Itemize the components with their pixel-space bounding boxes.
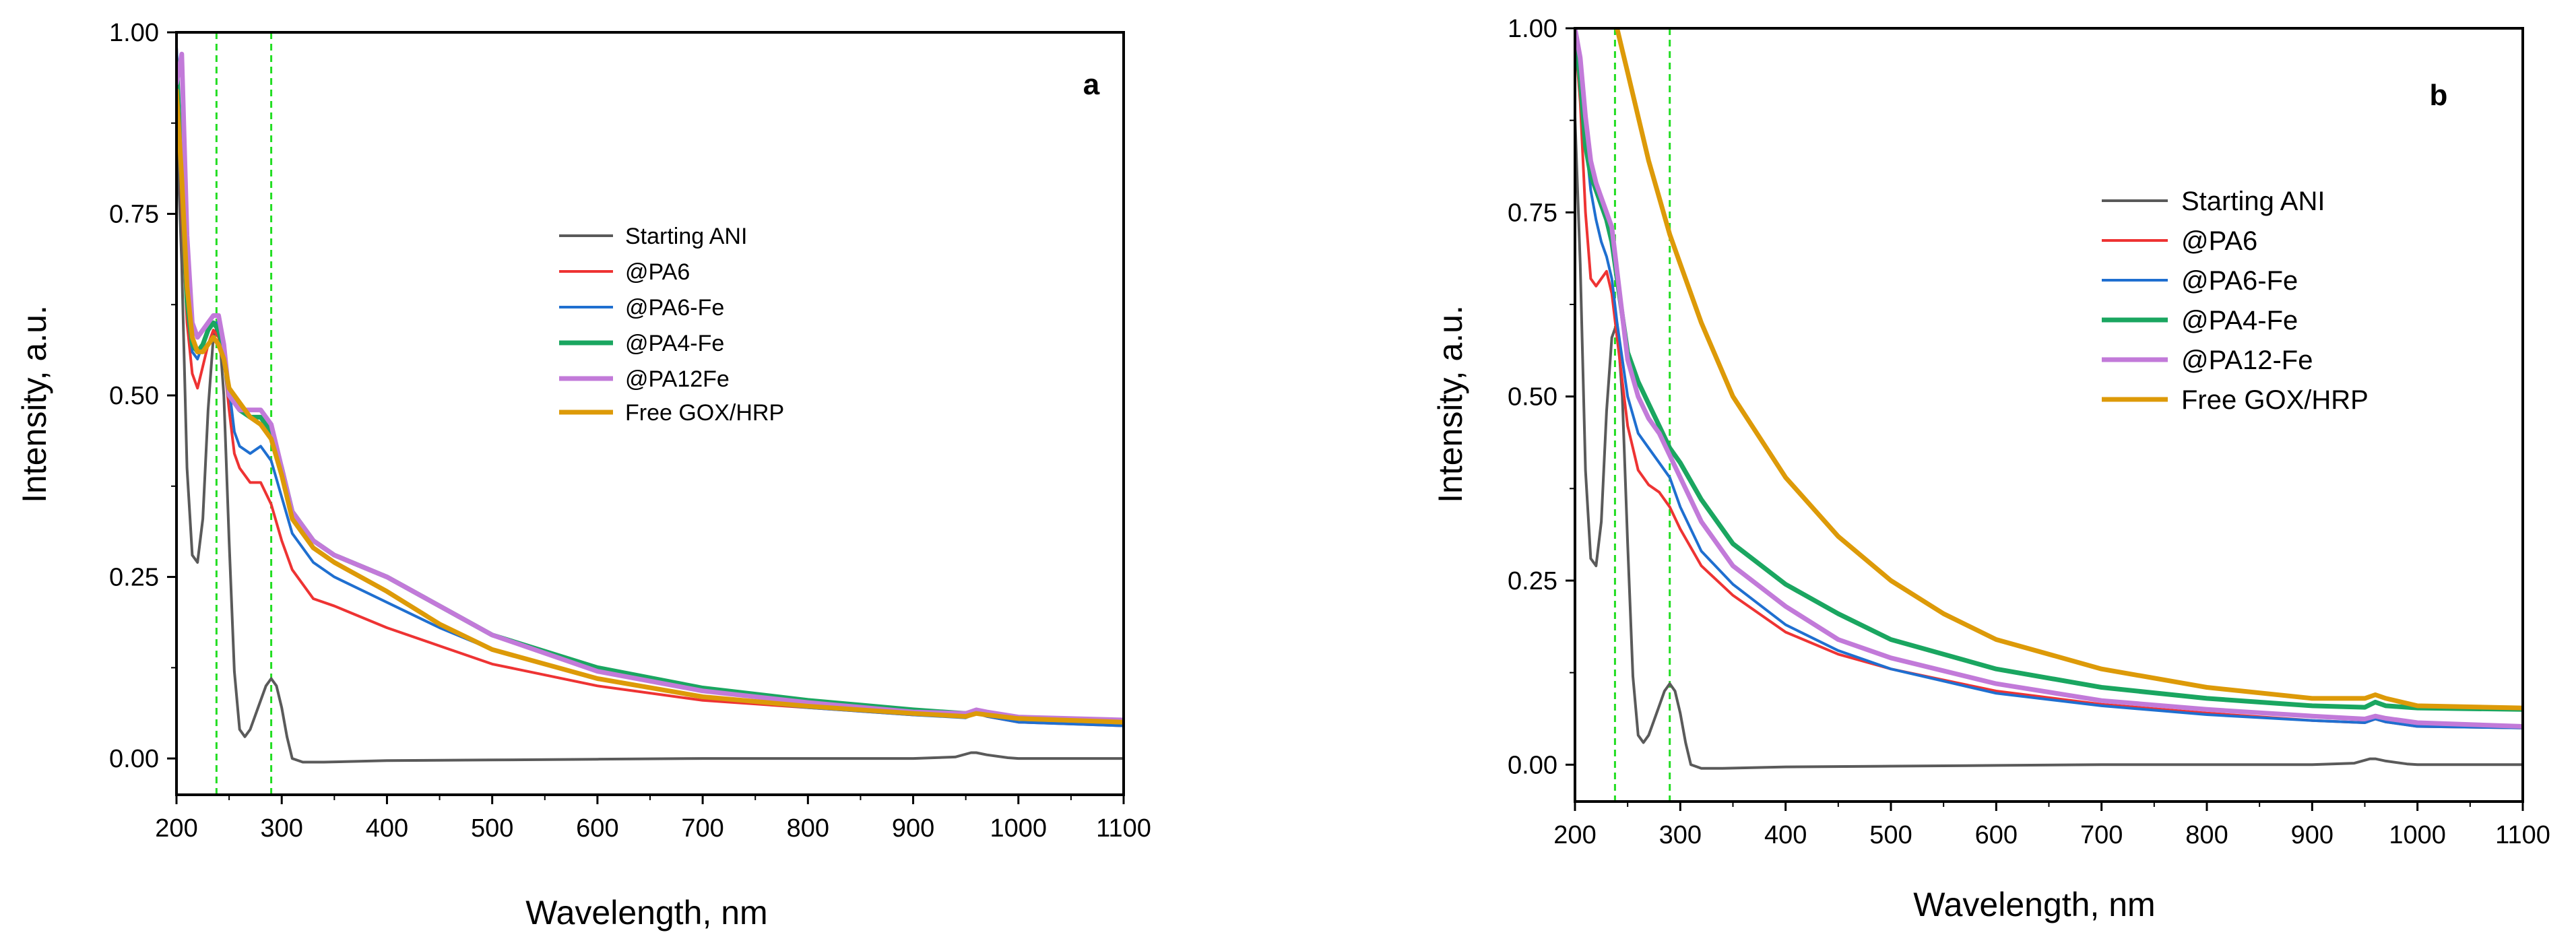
legend-item: @PA4-Fe bbox=[2102, 306, 2298, 335]
legend-item: Free GOX/HRP bbox=[2102, 385, 2369, 415]
y-tick-label: 0.75 bbox=[109, 201, 159, 229]
legend-item: Starting ANI bbox=[559, 224, 747, 249]
legend-item: Starting ANI bbox=[2102, 187, 2325, 216]
legend-label: @PA6 bbox=[2181, 226, 2257, 256]
x-tick-label: 700 bbox=[2080, 821, 2123, 849]
chart-panel-a: a Starting ANI @PA6 @PA6-Fe @PA4-Fe @PA1… bbox=[15, 19, 1151, 932]
legend-label: @PA12-Fe bbox=[2181, 346, 2313, 375]
legend-item: @PA12Fe bbox=[559, 366, 730, 392]
legend-label: @PA6-Fe bbox=[625, 295, 724, 321]
x-tick-label: 800 bbox=[787, 814, 829, 843]
x-tick-label: 500 bbox=[471, 814, 513, 843]
legend-label: @PA6-Fe bbox=[2181, 266, 2298, 296]
legend-item: @PA6 bbox=[559, 259, 690, 285]
x-tick-label: 900 bbox=[2291, 821, 2333, 849]
x-axis-title: Wavelength, nm bbox=[1913, 886, 2155, 923]
x-tick-label: 300 bbox=[1659, 821, 1702, 849]
x-tick-label: 1100 bbox=[2495, 821, 2550, 849]
legend-label: Starting ANI bbox=[2181, 187, 2325, 216]
panel-label: b bbox=[2430, 79, 2448, 112]
y-axis-title: Intensity, a.u. bbox=[1431, 305, 1469, 503]
legend-item: @PA6 bbox=[2102, 226, 2257, 256]
y-tick-label: 0.00 bbox=[1508, 751, 1557, 779]
y-tick-label: 0.25 bbox=[109, 564, 159, 592]
y-tick-label: 0.25 bbox=[1508, 567, 1557, 595]
legend-item: @PA12-Fe bbox=[2102, 346, 2313, 375]
legend-item: @PA6-Fe bbox=[2102, 266, 2298, 296]
legend-label: Free GOX/HRP bbox=[2181, 385, 2369, 415]
y-tick-label: 1.00 bbox=[1508, 15, 1557, 43]
x-tick-label: 800 bbox=[2185, 821, 2228, 849]
x-tick-label: 300 bbox=[261, 814, 303, 843]
panel-label: a bbox=[1083, 68, 1100, 101]
legend-item: Free GOX/HRP bbox=[559, 400, 784, 426]
x-tick-label: 200 bbox=[1553, 821, 1596, 849]
y-tick-label: 0.50 bbox=[1508, 383, 1557, 412]
series-line bbox=[1575, 34, 2523, 729]
x-tick-label: 400 bbox=[1764, 821, 1807, 849]
plot-area bbox=[176, 32, 1124, 795]
x-tick-label: 600 bbox=[576, 814, 618, 843]
chart-panel-b: b Starting ANI @PA6 @PA6-Fe @PA4-Fe @PA1… bbox=[1431, 15, 2550, 923]
x-tick-label: 700 bbox=[681, 814, 723, 843]
x-tick-label: 1000 bbox=[2389, 821, 2446, 849]
legend: Starting ANI @PA6 @PA6-Fe @PA4-Fe @PA12F… bbox=[559, 224, 784, 426]
x-tick-label: 200 bbox=[155, 814, 197, 843]
legend-label: @PA4-Fe bbox=[2181, 306, 2298, 335]
series-line bbox=[1615, 28, 2523, 711]
y-axis-title: Intensity, a.u. bbox=[15, 305, 53, 503]
legend: Starting ANI @PA6 @PA6-Fe @PA4-Fe @PA12-… bbox=[2102, 187, 2369, 415]
legend-label: @PA4-Fe bbox=[625, 331, 724, 356]
plot-frame bbox=[1574, 27, 2524, 803]
x-tick-label: 900 bbox=[892, 814, 934, 843]
legend-item: @PA4-Fe bbox=[559, 331, 724, 356]
series-line bbox=[176, 118, 1124, 764]
legend-label: @PA6 bbox=[625, 259, 690, 285]
x-tick-label: 600 bbox=[1975, 821, 2018, 849]
legend-label: Free GOX/HRP bbox=[625, 400, 784, 426]
legend-label: Starting ANI bbox=[625, 224, 747, 249]
legend-item: @PA6-Fe bbox=[559, 295, 724, 321]
y-tick-label: 1.00 bbox=[109, 19, 159, 47]
series-line bbox=[1575, 115, 2523, 770]
x-axis-title: Wavelength, nm bbox=[525, 894, 767, 932]
x-tick-label: 1100 bbox=[1096, 814, 1151, 843]
x-tick-label: 1000 bbox=[990, 814, 1048, 843]
series-line bbox=[1575, 28, 2523, 729]
x-tick-label: 400 bbox=[366, 814, 408, 843]
series-line bbox=[1575, 34, 2523, 729]
y-tick-label: 0.00 bbox=[109, 745, 159, 773]
plot-area bbox=[1575, 28, 2523, 802]
legend-label: @PA12Fe bbox=[625, 366, 730, 392]
series-line bbox=[1575, 33, 2523, 712]
x-tick-label: 500 bbox=[1869, 821, 1912, 849]
y-tick-label: 0.50 bbox=[109, 382, 159, 410]
series-line bbox=[176, 88, 1124, 725]
y-tick-label: 0.75 bbox=[1508, 199, 1557, 227]
